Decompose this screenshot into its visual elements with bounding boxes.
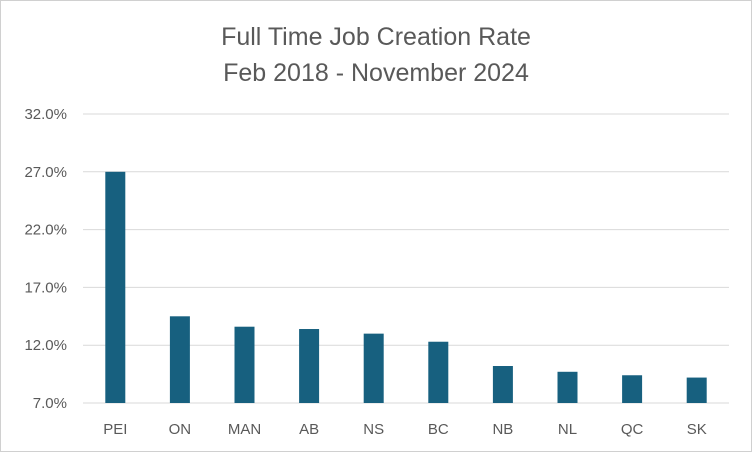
gridlines bbox=[83, 113, 729, 404]
x-axis-tick-labels: PEI ON MAN AB NS BC NB NL QC SK bbox=[103, 421, 707, 438]
x-tick-label-nl: NL bbox=[558, 421, 577, 438]
bar-pei bbox=[105, 171, 126, 403]
x-tick-label-ab: AB bbox=[299, 421, 319, 438]
bar-nb bbox=[492, 366, 513, 403]
x-tick-label-qc: QC bbox=[621, 421, 644, 438]
y-axis-tick-labels: 7.0% 12.0% 17.0% 22.0% 27.0% 32.0% bbox=[24, 106, 67, 412]
x-tick-label-pei: PEI bbox=[103, 421, 127, 438]
bar-bc bbox=[428, 341, 449, 403]
y-tick-label: 7.0% bbox=[33, 395, 67, 412]
x-tick-label-sk: SK bbox=[687, 421, 707, 438]
chart-title-line-1: Full Time Job Creation Rate bbox=[221, 23, 531, 51]
y-tick-label: 17.0% bbox=[24, 279, 67, 296]
x-tick-label-bc: BC bbox=[428, 421, 449, 438]
bar-ab bbox=[299, 329, 320, 403]
bar-sk bbox=[686, 377, 707, 403]
bar-man bbox=[234, 326, 255, 403]
y-tick-label: 22.0% bbox=[24, 222, 67, 239]
chart-title-line-2: Feb 2018 - November 2024 bbox=[223, 59, 529, 87]
bars bbox=[105, 171, 707, 403]
bar-on bbox=[169, 316, 190, 403]
y-tick-label: 27.0% bbox=[24, 164, 67, 181]
x-tick-label-man: MAN bbox=[228, 421, 261, 438]
bar-ns bbox=[363, 333, 384, 403]
x-tick-label-on: ON bbox=[169, 421, 192, 438]
y-tick-label: 32.0% bbox=[24, 106, 67, 123]
chart-title: Full Time Job Creation Rate Feb 2018 - N… bbox=[1, 19, 751, 91]
x-tick-label-ns: NS bbox=[363, 421, 384, 438]
x-tick-label-nb: NB bbox=[492, 421, 513, 438]
bar-qc bbox=[622, 375, 643, 403]
bar-nl bbox=[557, 371, 578, 403]
y-tick-label: 12.0% bbox=[24, 337, 67, 354]
